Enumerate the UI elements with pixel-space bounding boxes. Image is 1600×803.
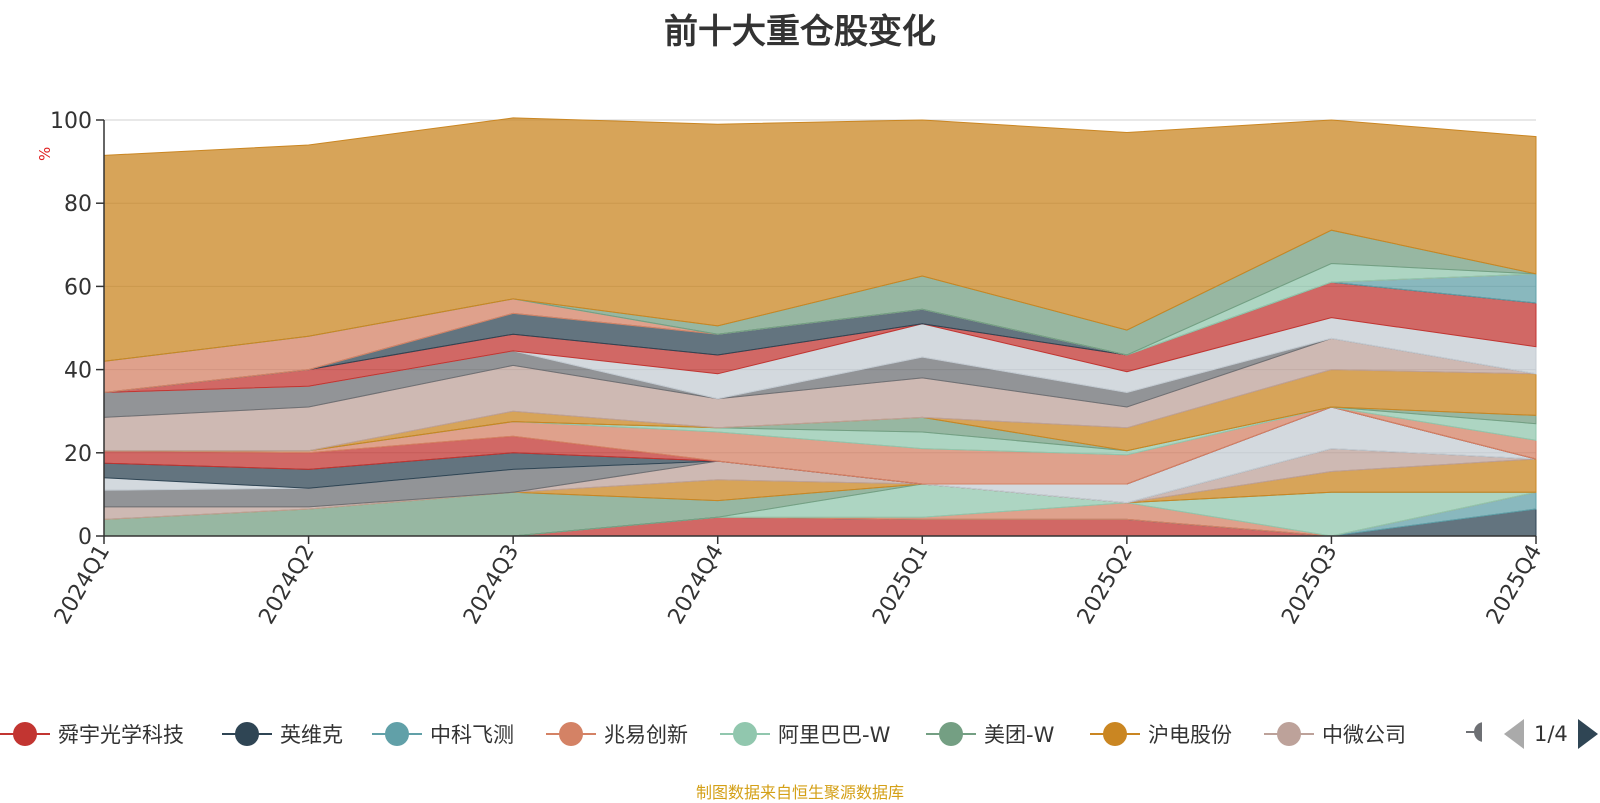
- area-layer: [103, 117, 1537, 537]
- x-tick-label: 2025Q4: [1482, 541, 1547, 629]
- legend-item[interactable]: 中微公司: [1264, 712, 1406, 756]
- legend-overflow-icon: [1466, 720, 1482, 744]
- legend-swatch-icon: [1264, 722, 1314, 746]
- legend-label: 沪电股份: [1148, 723, 1232, 747]
- legend-label: 阿里巴巴-W: [778, 723, 891, 747]
- y-axis-label: %: [36, 147, 54, 161]
- legend-item[interactable]: 美团-W: [926, 712, 1054, 756]
- y-tick-label: 0: [78, 525, 92, 550]
- x-tick-label: 2025Q1: [868, 541, 933, 629]
- legend-label: 舜宇光学科技: [58, 723, 184, 747]
- legend-swatch-icon: [222, 722, 272, 746]
- x-tick-label: 2024Q1: [50, 541, 115, 629]
- legend-label: 美团-W: [984, 723, 1055, 747]
- x-tick-label: 2024Q2: [254, 541, 319, 629]
- legend-item[interactable]: 沪电股份: [1090, 712, 1232, 756]
- legend-item[interactable]: 兆易创新: [546, 712, 688, 756]
- chart-title: 前十大重仓股变化: [664, 12, 936, 52]
- legend-swatch-icon: [720, 722, 770, 746]
- y-tick-label: 20: [64, 442, 92, 467]
- legend: 舜宇光学科技 英维克 中科飞测 兆易创新 阿里巴巴-W 美团-W 沪电股份 中微…: [0, 712, 1600, 756]
- x-tick-label: 2024Q4: [664, 541, 729, 629]
- legend-swatch-icon: [926, 722, 976, 746]
- y-tick-label: 60: [64, 275, 92, 300]
- legend-label: 兆易创新: [604, 723, 688, 747]
- page-indicator: 1/4: [1534, 722, 1568, 746]
- x-tick-label: 2025Q2: [1073, 541, 1138, 629]
- legend-item[interactable]: 阿里巴巴-W: [720, 712, 890, 756]
- source-note: 制图数据来自恒生聚源数据库: [695, 783, 904, 802]
- legend-swatch-icon: [546, 722, 596, 746]
- y-tick-label: 40: [64, 359, 92, 384]
- legend-swatch-icon: [1090, 722, 1140, 746]
- legend-item[interactable]: 舜宇光学科技: [0, 712, 184, 756]
- prev-page-icon[interactable]: [1504, 719, 1524, 749]
- legend-label: 中科飞测: [430, 723, 514, 747]
- legend-swatch-icon: [0, 722, 50, 746]
- legend-label: 英维克: [280, 723, 343, 747]
- legend-pager: 1/4: [1504, 718, 1598, 750]
- legend-label: 中微公司: [1322, 723, 1406, 747]
- legend-swatch-icon: [372, 722, 422, 746]
- y-tick-label: 100: [50, 109, 92, 134]
- x-tick-label: 2024Q3: [459, 541, 524, 629]
- y-tick-label: 80: [64, 192, 92, 217]
- x-tick-label: 2025Q3: [1277, 541, 1342, 629]
- legend-item[interactable]: 英维克: [222, 712, 343, 756]
- area-series: [103, 117, 1537, 362]
- next-page-icon[interactable]: [1577, 719, 1598, 749]
- legend-item[interactable]: 中科飞测: [372, 712, 514, 756]
